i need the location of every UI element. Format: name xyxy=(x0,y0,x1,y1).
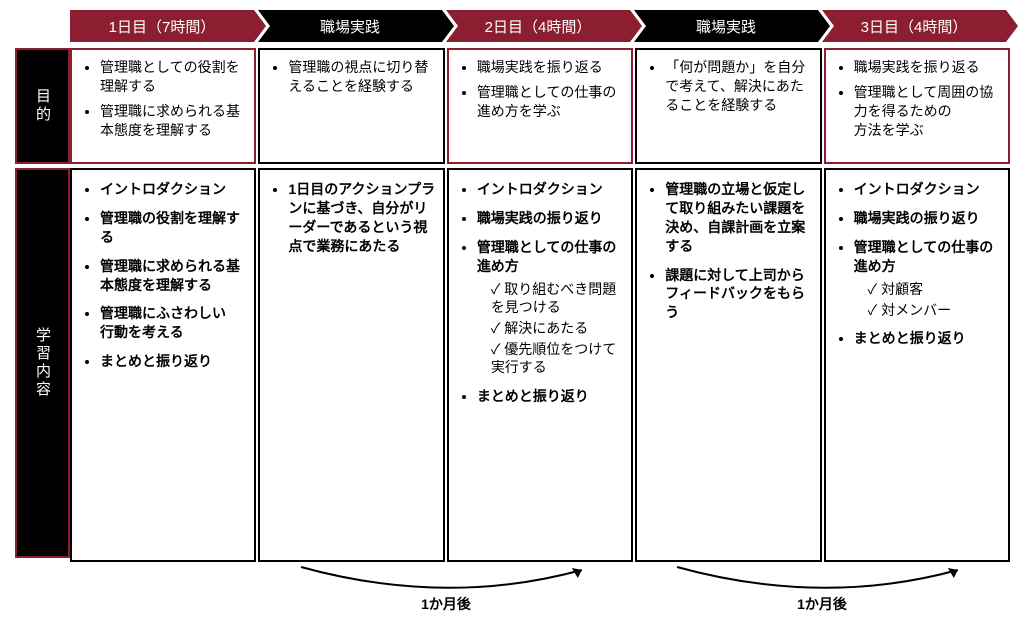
content-item: 管理職に求められる基本態度を理解する xyxy=(100,257,248,295)
columns: 管理職としての役割を理解する管理職に求められる基本態度を理解するイントロダクショ… xyxy=(70,48,1010,562)
content-item: 管理職としての仕事の進め方取り組むべき問題を見つける解決にあたる優先順位をつけて… xyxy=(477,238,625,377)
side-labels: 目的 学習内容 xyxy=(15,48,70,562)
content-item: まとめと振り返り xyxy=(854,329,1002,348)
stage-header: 2日目（4時間） xyxy=(446,10,630,42)
purpose-box: 職場実践を振り返る管理職として周囲の協力を得るための方法を学ぶ xyxy=(824,48,1010,164)
side-label-purpose: 目的 xyxy=(15,48,70,164)
purpose-item: 管理職に求められる基本態度を理解する xyxy=(100,102,248,140)
curved-arrow-icon xyxy=(296,562,597,592)
stage-header: 職場実践 xyxy=(258,10,442,42)
interval-arrow: 1か月後 xyxy=(672,562,973,614)
purpose-box: 「何が問題か」を自分で考えて、解決にあたることを経験する xyxy=(635,48,821,164)
stage-header: 1日目（7時間） xyxy=(70,10,254,42)
interval-label: 1か月後 xyxy=(296,594,597,614)
content-sub-item: 解決にあたる xyxy=(491,319,625,337)
purpose-item: 管理職としての仕事の進め方を学ぶ xyxy=(477,83,625,121)
content-item: 管理職にふさわしい行動を考える xyxy=(100,304,248,342)
stage-header: 職場実践 xyxy=(634,10,818,42)
content-item: まとめと振り返り xyxy=(477,387,625,406)
content-sub-item: 対顧客 xyxy=(868,280,1002,298)
content-item: 職場実践の振り返り xyxy=(854,209,1002,228)
content-sub-item: 対メンバー xyxy=(868,301,1002,319)
content-box: イントロダクション職場実践の振り返り管理職としての仕事の進め方取り組むべき問題を… xyxy=(447,168,633,562)
interval-label: 1か月後 xyxy=(672,594,973,614)
content-item: 管理職の役割を理解する xyxy=(100,209,248,247)
purpose-item: 職場実践を振り返る xyxy=(477,58,625,77)
purpose-item: 管理職として周囲の協力を得るための方法を学ぶ xyxy=(854,83,1002,140)
stage-column: 「何が問題か」を自分で考えて、解決にあたることを経験する管理職の立場と仮定して取… xyxy=(635,48,821,562)
stage-column: 管理職としての役割を理解する管理職に求められる基本態度を理解するイントロダクショ… xyxy=(70,48,256,562)
content-item: イントロダクション xyxy=(854,180,1002,199)
content-box: 管理職の立場と仮定して取り組みたい課題を決め、自課計画を立案する課題に対して上司… xyxy=(635,168,821,562)
content-item: 職場実践の振り返り xyxy=(477,209,625,228)
purpose-item: 「何が問題か」を自分で考えて、解決にあたることを経験する xyxy=(665,58,813,115)
stage-header: 3日目（4時間） xyxy=(822,10,1006,42)
arrows-row: 1か月後 1か月後 xyxy=(70,562,1010,622)
purpose-item: 職場実践を振り返る xyxy=(854,58,1002,77)
side-label-content: 学習内容 xyxy=(15,168,70,558)
stage-column: 管理職の視点に切り替えることを経験する 1日目のアクションプランに基づき、自分がリ… xyxy=(258,48,444,562)
content-box: 1日目のアクションプランに基づき、自分がリーダーであるという視点で業務にあたる xyxy=(258,168,444,562)
content-item: 1日目のアクションプランに基づき、自分がリーダーであるという視点で業務にあたる xyxy=(288,180,436,256)
content-item: まとめと振り返り xyxy=(100,352,248,371)
purpose-box: 職場実践を振り返る管理職としての仕事の進め方を学ぶ xyxy=(447,48,633,164)
content-item: イントロダクション xyxy=(100,180,248,199)
content-sub-item: 取り組むべき問題を見つける xyxy=(491,280,625,316)
content-item: 課題に対して上司からフィードバックをもらう xyxy=(665,266,813,323)
curved-arrow-icon xyxy=(672,562,973,592)
stage-column: 職場実践を振り返る管理職としての仕事の進め方を学ぶイントロダクション職場実践の振… xyxy=(447,48,633,562)
stage-header-row: 1日目（7時間）職場実践2日目（4時間）職場実践3日目（4時間） xyxy=(70,10,1010,42)
purpose-item: 管理職の視点に切り替えることを経験する xyxy=(288,58,436,96)
purpose-box: 管理職としての役割を理解する管理職に求められる基本態度を理解する xyxy=(70,48,256,164)
purpose-box: 管理職の視点に切り替えることを経験する xyxy=(258,48,444,164)
content-item: イントロダクション xyxy=(477,180,625,199)
purpose-item: 管理職としての役割を理解する xyxy=(100,58,248,96)
content-item: 管理職の立場と仮定して取り組みたい課題を決め、自課計画を立案する xyxy=(665,180,813,256)
content-box: イントロダクション管理職の役割を理解する管理職に求められる基本態度を理解する管理… xyxy=(70,168,256,562)
interval-arrow: 1か月後 xyxy=(296,562,597,614)
stage-column: 職場実践を振り返る管理職として周囲の協力を得るための方法を学ぶイントロダクション… xyxy=(824,48,1010,562)
content-sub-item: 優先順位をつけて実行する xyxy=(491,340,625,376)
content-item: 管理職としての仕事の進め方対顧客対メンバー xyxy=(854,238,1002,319)
content-box: イントロダクション職場実践の振り返り管理職としての仕事の進め方対顧客対メンバーま… xyxy=(824,168,1010,562)
